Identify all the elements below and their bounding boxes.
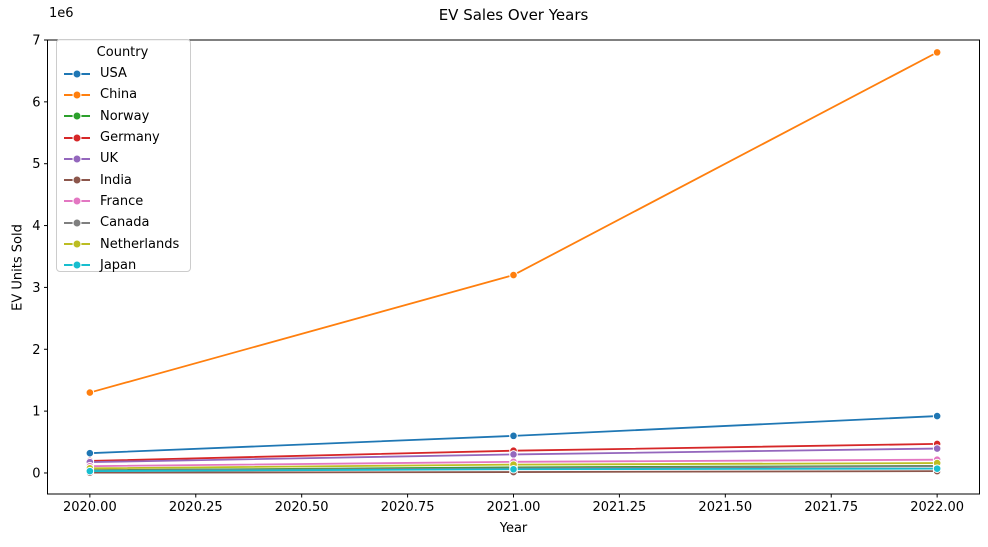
series-marker-uk xyxy=(509,450,518,459)
legend-item-uk: UK xyxy=(63,148,182,169)
x-tick-label: 2020.25 xyxy=(169,500,223,515)
legend-marker-uk-icon xyxy=(64,154,90,164)
legend-marker-india-icon xyxy=(64,175,90,185)
legend-items: USA China Norway Germany UK India France Canada… xyxy=(63,63,182,276)
legend-marker-france-icon xyxy=(64,196,90,206)
legend-label: India xyxy=(100,172,132,188)
x-tick-label: 2020.75 xyxy=(381,500,435,515)
series-marker-japan xyxy=(509,464,518,474)
y-tick-label: 0 xyxy=(32,466,40,481)
legend-item-france: France xyxy=(63,191,182,212)
x-tick-label: 2021.50 xyxy=(698,500,752,515)
legend-marker-usa-icon xyxy=(64,69,90,79)
legend-marker-norway-icon xyxy=(64,111,90,121)
x-tick-label: 2021.75 xyxy=(804,500,858,515)
y-axis-offset-label: 1e6 xyxy=(49,6,74,21)
x-tick-label: 2022.00 xyxy=(910,500,964,515)
legend-label: USA xyxy=(100,66,127,82)
legend-item-canada: Canada xyxy=(63,212,182,233)
legend-label: Japan xyxy=(100,257,137,273)
y-tick-label: 2 xyxy=(32,343,40,358)
y-tick-label: 1 xyxy=(32,405,40,420)
legend-label: France xyxy=(100,193,144,209)
legend-marker-netherlands-icon xyxy=(64,239,90,249)
legend-marker-japan-icon xyxy=(64,260,90,270)
legend-label: China xyxy=(100,87,138,103)
legend-label: Germany xyxy=(100,130,160,146)
series-line-china xyxy=(89,51,938,394)
chart-title: EV Sales Over Years xyxy=(438,6,589,24)
legend-item-germany: Germany xyxy=(63,127,182,148)
series-marker-usa xyxy=(85,448,95,458)
legend-label: UK xyxy=(100,151,119,167)
y-tick-label: 4 xyxy=(32,219,40,234)
legend-item-india: India xyxy=(63,169,182,190)
series-marker-uk xyxy=(932,444,942,453)
legend-item-china: China xyxy=(63,84,182,105)
legend-label: Norway xyxy=(100,108,150,124)
series-marker-japan xyxy=(85,466,95,476)
legend-marker-canada-icon xyxy=(64,218,90,228)
series-marker-china xyxy=(85,388,95,397)
x-tick-label: 2021.00 xyxy=(487,500,541,515)
x-tick-label: 2020.50 xyxy=(275,500,329,515)
legend-label: Canada xyxy=(100,215,150,231)
legend-item-japan: Japan xyxy=(63,255,182,276)
legend-title: Country xyxy=(96,45,149,60)
series-marker-china xyxy=(932,48,942,57)
series-marker-japan xyxy=(932,464,942,473)
legend-item-usa: USA xyxy=(63,63,182,84)
legend-item-norway: Norway xyxy=(63,106,182,127)
legend-label: Netherlands xyxy=(100,236,180,252)
legend-marker-china-icon xyxy=(64,90,90,100)
series-marker-usa xyxy=(509,431,518,441)
y-axis-label: EV Units Sold xyxy=(10,224,26,311)
legend-item-netherlands: Netherlands xyxy=(63,233,182,254)
y-tick-label: 7 xyxy=(32,34,40,49)
x-tick-label: 2021.25 xyxy=(593,500,647,515)
series-marker-usa xyxy=(932,411,942,421)
y-tick-label: 3 xyxy=(32,281,40,296)
y-tick-label: 6 xyxy=(32,95,40,110)
y-tick-label: 5 xyxy=(32,157,40,172)
x-tick-label: 2020.00 xyxy=(63,500,117,515)
legend: Country USA China Norway Germany UK India Fran… xyxy=(56,39,191,273)
x-axis-label: Year xyxy=(499,521,528,536)
series-marker-china xyxy=(509,270,518,280)
legend-marker-germany-icon xyxy=(64,133,90,143)
